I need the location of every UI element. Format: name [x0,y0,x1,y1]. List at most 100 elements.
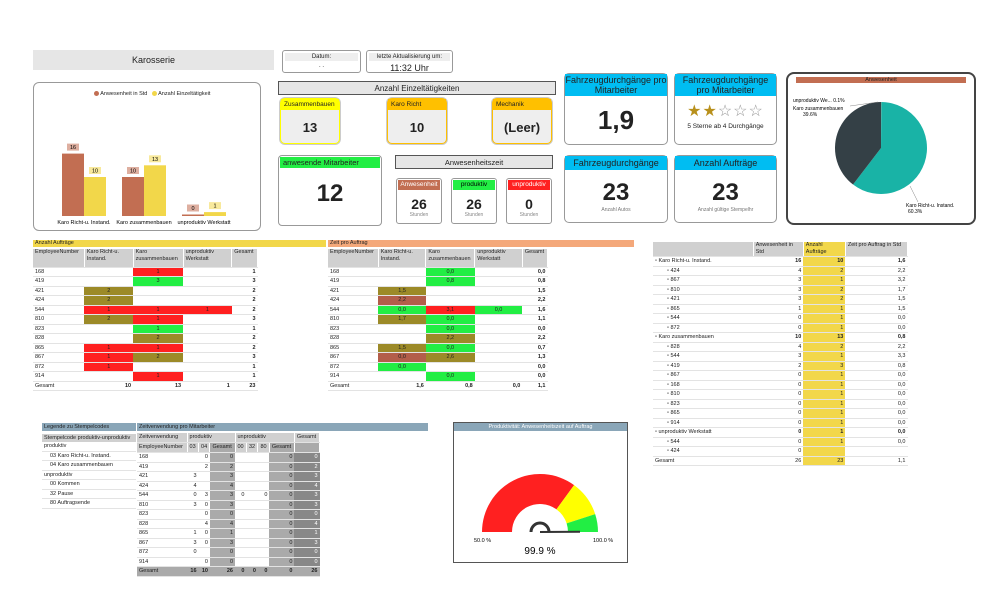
anw-box-0: Anwesenheit 26 Stunden [396,178,442,224]
cell: 544 [137,490,188,501]
table-row[interactable]: ▫ 867 3 1 3,2 [653,275,908,286]
row-label: 421 [33,286,85,296]
cell: 0 [753,399,804,409]
gauge-card: Produktivität: Anwesenheitszeit auf Auft… [453,422,628,563]
cell: 3 [803,361,846,371]
table-row[interactable]: ▫ 865 1 1 1,5 [653,304,908,314]
cell [246,538,258,548]
table-row[interactable]: ▫ Karo Richt-u. Instand. 16 10 1,6 [653,256,908,267]
bar-label-bg [149,155,161,163]
cell [235,509,247,520]
cell: 0 [187,547,199,558]
cell: 10 [753,332,804,343]
bar-label-0-0: 16 [70,145,76,151]
cell: 1 [803,408,846,419]
row-total: 1 [231,324,258,334]
table-row: 544 1 1 1 2 [33,305,258,315]
cell-value: 2 [133,334,184,343]
cell [198,471,210,482]
cell [246,490,258,501]
pie-label-2: unproduktiv We... 0.1% [793,98,845,104]
cell: 0,0 [845,437,908,447]
table-row[interactable]: ▫ 872 0 1 0,0 [653,323,908,333]
table-row[interactable]: ▫ unproduktiv Werkstatt 0 1 0,0 [653,427,908,438]
bar-label-bg [209,202,221,210]
cell-value: 1 [133,372,184,381]
table-row: 828 4 4 0 4 [137,519,320,529]
table-row[interactable]: ▫ 823 0 1 0,0 [653,399,908,409]
column-header: Anwesenheit in Std [753,242,804,257]
cell: 1,5 [845,294,908,305]
cell [84,267,134,277]
cell-value: 2,2 [425,334,475,343]
cell [378,267,426,277]
cell: 3 [753,285,804,295]
table-row[interactable]: ▫ 914 0 1 0,0 [653,418,908,428]
auftraege-table: EmployeeNumber Karo Richt-u. Instand. Karo… [33,249,258,391]
footer-cell: 0 [257,566,270,577]
cell [235,557,247,567]
cell: 13 [803,332,846,343]
table-row[interactable]: ▫ 544 3 1 3,3 [653,351,908,362]
cell [187,462,199,472]
table-row[interactable]: ▫ 865 0 1 0,0 [653,408,908,419]
table-row[interactable]: ▫ 867 0 1 0,0 [653,370,908,381]
row-label: 865 [328,343,379,353]
cell [257,557,270,567]
table-row: 823 0,0 0,0 [328,324,548,334]
cell: 0,0 [378,362,426,372]
column-header: unproduktiv Werkstatt [183,249,233,268]
row-label: ▫ 419 [653,361,754,371]
cell: 419 [137,462,188,472]
footer-cell: Gesamt [33,381,85,391]
table-row[interactable]: ▫ Karo zusammenbauen 10 13 0,8 [653,332,908,343]
cell-value: 0,0 [425,372,475,381]
cell: 4 [294,519,320,529]
zv-title-text: Zeitverwendung pro Mitarbeiter [139,424,216,430]
cell [246,528,258,539]
cell [425,295,475,306]
cell [257,452,270,463]
table-row[interactable]: ▫ 419 2 3 0,8 [653,361,908,371]
table-row[interactable]: ▫ 828 4 2 2,2 [653,342,908,352]
star-icon: ☆ [717,103,734,120]
cell [474,286,523,296]
footer-cell: 13 [133,381,184,391]
table-row[interactable]: ▫ 424 0 [653,446,908,457]
cell: 4 [209,519,235,529]
zv-title: Zeitverwendung pro Mitarbeiter [137,423,428,431]
table-row[interactable]: ▫ 424 4 2 2,2 [653,266,908,276]
cell: 0 [269,462,295,472]
einzel-title-text: Anzahl Einzeltätigkeiten [374,84,460,93]
cell: 0 [235,490,247,501]
cell [187,519,199,529]
cell [425,286,475,296]
cell-value: 1 [84,305,134,314]
cell-value: 0,8 [425,277,475,286]
kpi-auf-value: 23 [712,179,739,206]
bar-label-0-1: 10 [92,169,98,175]
pie-chart: Karo Richt-u. Instand.60.3% Karo zusammen… [793,98,954,215]
table-row[interactable]: ▫ 544 0 1 0,0 [653,313,908,324]
cell-value: 3,1 [425,305,475,314]
cell: 0,0 [474,305,523,315]
cell [246,462,258,472]
legende-row: 03 Karo Richt-u. Instand. [42,452,136,461]
table-row[interactable]: ▫ 168 0 1 0,0 [653,380,908,390]
row-total: 0,7 [522,343,548,353]
table-row[interactable]: ▫ 810 0 1 0,0 [653,389,908,400]
table-row[interactable]: ▫ 544 0 1 0,0 [653,437,908,447]
table-row[interactable]: ▫ 810 3 2 1,7 [653,285,908,295]
anw-box-2: unproduktiv 0 Stunden [506,178,552,224]
anw-value-1: 26 [466,196,482,212]
table-row[interactable]: ▫ 421 3 2 1,5 [653,294,908,305]
anw-label-0: Anwesenheit [398,180,440,190]
cell: 1 [803,437,846,447]
cell: 4 [294,481,320,491]
cell-value: 1 [84,343,134,352]
cell [183,352,232,363]
bar-1-1 [144,165,166,216]
table-row: 168 0,0 0,0 [328,267,548,277]
cell: 3 [187,471,199,482]
cell: 0 [753,370,804,381]
